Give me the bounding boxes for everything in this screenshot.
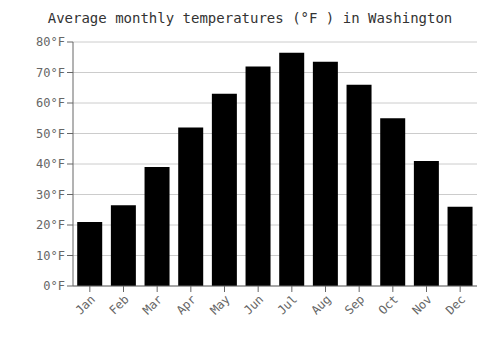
svg-text:Feb: Feb [106,292,131,317]
svg-text:40°F: 40°F [36,157,65,171]
svg-text:Jun: Jun [241,292,266,317]
svg-text:0°F: 0°F [43,279,65,293]
svg-text:Mar: Mar [140,292,165,317]
svg-text:Sep: Sep [342,292,367,317]
svg-text:Nov: Nov [409,292,434,317]
svg-text:50°F: 50°F [36,127,65,141]
svg-text:70°F: 70°F [36,66,65,80]
svg-text:30°F: 30°F [36,188,65,202]
svg-text:10°F: 10°F [36,249,65,263]
svg-text:May: May [207,292,232,317]
html-text:Average monthly temperatures (: Average monthly temperatures (°F ) in Wa… [47,10,453,26]
svg-text:Oct: Oct [376,292,401,317]
svg-text:Jan: Jan [73,292,98,317]
svg-text:80°F: 80°F [36,35,65,49]
svg-text:Apr: Apr [174,292,199,317]
svg-text:60°F: 60°F [36,96,65,110]
svg-text:Dec: Dec [443,292,468,317]
svg-text:Jul: Jul [275,292,300,317]
svg-text:20°F: 20°F [36,218,65,232]
svg-text:Aug: Aug [308,292,333,317]
